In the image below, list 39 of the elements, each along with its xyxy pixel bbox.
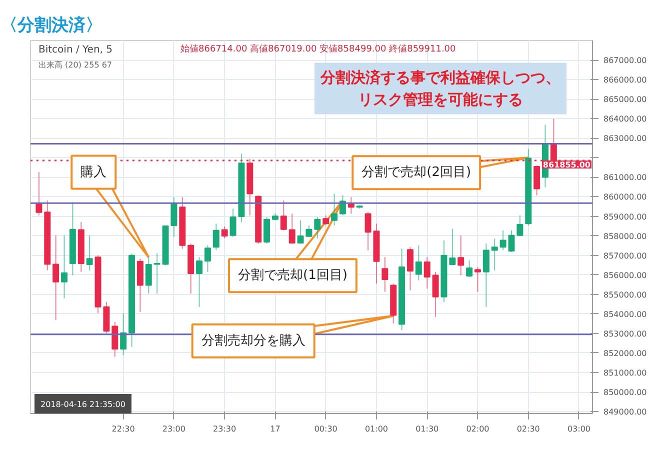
y-tick-label: 852000.00 — [604, 348, 647, 358]
x-tick-label: 03:00 — [567, 424, 591, 434]
annotation: 2018-04-16 21:35:00 — [40, 400, 126, 409]
y-tick-label: 857000.00 — [604, 251, 647, 260]
y-tick-label: 863000.00 — [604, 134, 647, 144]
y-tick-label: 860000.00 — [604, 192, 647, 202]
x-tick-label: 00:30 — [314, 424, 338, 434]
y-tick-label: 864000.00 — [604, 114, 647, 124]
chart-title: 〈分割決済〉 — [0, 16, 102, 36]
y-tick-label: 850000.00 — [604, 388, 647, 398]
y-tick-label: 855000.00 — [604, 290, 647, 300]
y-tick-label: 867000.00 — [604, 56, 647, 66]
y-tick-label: 858000.00 — [604, 232, 647, 241]
y-tick-label: 854000.00 — [604, 310, 647, 319]
annotation: 分割で売却(1回目) — [238, 268, 348, 284]
annotation: 購入 — [80, 164, 107, 180]
x-tick-label: 02:00 — [466, 424, 490, 434]
annotation: Bitcoin / Yen, 5 — [38, 44, 113, 56]
x-tick-label: 22:30 — [112, 424, 135, 434]
y-tick-label: 849000.00 — [604, 408, 647, 417]
x-tick-label: 02:30 — [516, 424, 540, 434]
y-tick-label: 853000.00 — [604, 329, 647, 338]
annotation: 分割決済する事で利益確保しつつ、リスク管理を可能にする — [320, 68, 560, 108]
annotation: 始値866714.00 高値867019.00 安値858499.00 終値859911.00 — [180, 44, 456, 54]
annotation: 分割売却分を購入 — [201, 333, 306, 348]
annotation: 出来高 (20) 255 67 — [38, 60, 112, 70]
x-tick-label: 01:00 — [364, 424, 388, 434]
annotation: 分割で売却(2回目) — [362, 165, 472, 180]
y-tick-label: 856000.00 — [604, 270, 647, 280]
y-tick-label: 859000.00 — [604, 212, 647, 222]
y-tick-label: 865000.00 — [604, 95, 647, 104]
y-tick-label: 851000.00 — [604, 368, 647, 378]
y-tick-label: 861000.00 — [604, 173, 647, 182]
x-tick-label: 17 — [270, 424, 280, 434]
x-tick-label: 01:30 — [416, 424, 439, 434]
y-tick-label: 866000.00 — [604, 76, 647, 85]
ref-line-label: 861855.00 — [542, 160, 591, 170]
x-tick-label: 23:00 — [162, 424, 186, 434]
x-tick-label: 23:30 — [213, 424, 236, 434]
